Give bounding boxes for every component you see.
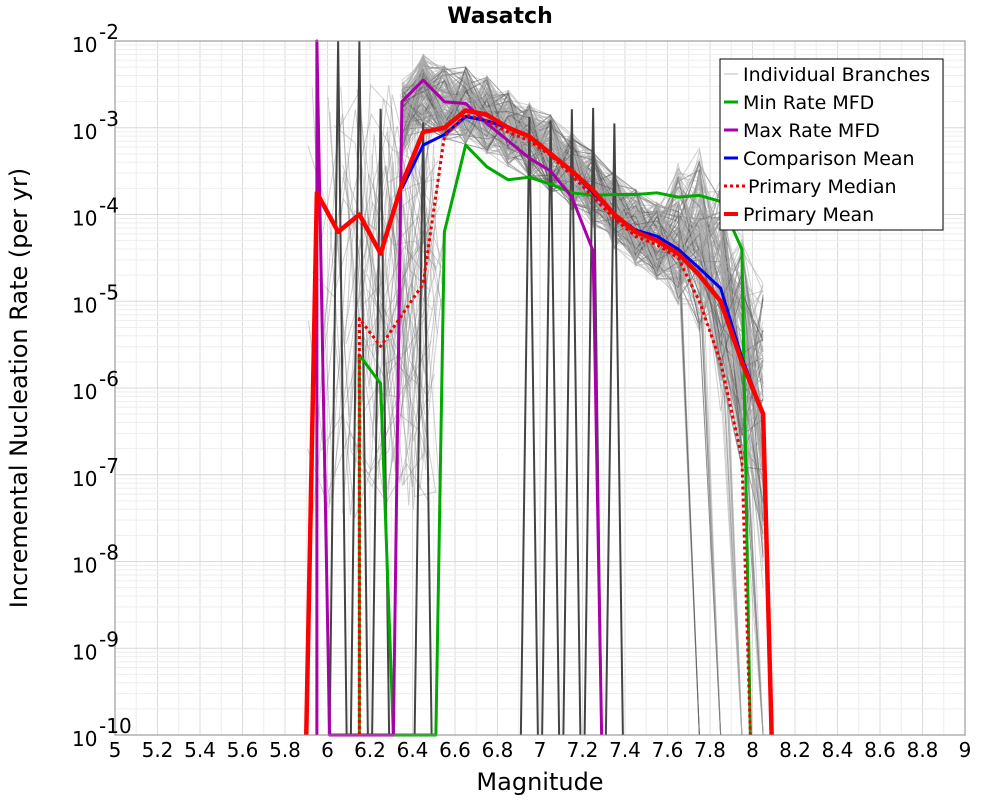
y-tick-label: 10	[72, 293, 97, 317]
y-tick-exponent: -5	[99, 280, 119, 304]
x-tick-label: 8	[746, 738, 759, 762]
branch-spike	[519, 117, 539, 736]
branch-line	[372, 113, 438, 335]
y-tick-exponent: -2	[99, 20, 119, 44]
x-tick-label: 6.6	[439, 738, 471, 762]
legend-label-comparison-mean: Comparison Mean	[743, 148, 915, 170]
y-tick-label: 10	[72, 207, 97, 231]
branch-line	[356, 89, 443, 483]
chart-title: Wasatch	[447, 4, 553, 29]
y-tick-label: 10	[72, 640, 97, 664]
x-tick-label: 6.8	[482, 738, 514, 762]
branch-line	[364, 165, 430, 387]
branch-line	[320, 313, 428, 452]
x-tick-label: 8.2	[779, 738, 811, 762]
branch-spike	[604, 123, 624, 736]
y-tick-label: 10	[72, 727, 97, 751]
branch-line	[401, 87, 764, 423]
y-tick-exponent: -4	[99, 194, 119, 218]
branch-line	[385, 462, 429, 505]
legend-label-max-rate: Max Rate MFD	[743, 120, 880, 142]
y-tick-exponent: -6	[99, 367, 119, 391]
y-axis-title: Incremental Nucleation Rate (per yr)	[5, 168, 33, 608]
legend: Individual Branches Min Rate MFD Max Rat…	[719, 58, 944, 231]
branch-line	[322, 131, 430, 481]
x-tick-label: 5.6	[227, 738, 259, 762]
y-tick-exponent: -8	[99, 541, 119, 565]
branch-spike	[413, 122, 433, 736]
x-tick-label: 5.2	[142, 738, 174, 762]
x-tick-label: 7.8	[694, 738, 726, 762]
legend-label-primary-mean: Primary Mean	[743, 204, 874, 226]
legend-box	[719, 58, 944, 231]
x-tick-label: 6.2	[354, 738, 386, 762]
plot-frame	[114, 40, 966, 736]
x-tick-label: 8.6	[864, 738, 896, 762]
x-tick-label: 6.4	[397, 738, 429, 762]
branch-line	[401, 66, 764, 533]
branch-line	[345, 84, 432, 344]
branch-line	[378, 240, 443, 519]
branch-line	[384, 207, 428, 366]
y-tick-label: 10	[72, 554, 97, 578]
branch-line	[386, 104, 431, 506]
x-tick-label: 5.4	[184, 738, 216, 762]
branch-line	[382, 146, 426, 432]
x-tick-label: 5	[109, 738, 122, 762]
legend-label-primary-median: Primary Median	[748, 176, 897, 198]
branch-line	[333, 114, 441, 485]
series-line-primary-mean	[304, 108, 774, 736]
y-tick-label: 10	[72, 120, 97, 144]
y-tick-label: 10	[72, 467, 97, 491]
branch-line	[316, 89, 425, 437]
y-tick-label: 10	[72, 33, 97, 57]
branch-line	[369, 144, 435, 488]
branch-line	[381, 205, 426, 423]
legend-label-min-rate: Min Rate MFD	[743, 92, 874, 114]
branch-line	[327, 94, 436, 492]
branch-line	[327, 83, 435, 442]
x-tick-label: 7.6	[652, 738, 684, 762]
branch-line	[377, 172, 442, 454]
x-tick-label: 8.4	[822, 738, 854, 762]
x-tick-label: 7	[534, 738, 547, 762]
y-tick-exponent: -7	[99, 454, 119, 478]
y-tick-exponent: -10	[99, 714, 132, 738]
y-tick-exponent: -3	[99, 107, 119, 131]
branch-line	[373, 160, 439, 356]
branch-line	[401, 85, 764, 460]
branch-line	[352, 133, 439, 451]
branch-line	[361, 245, 427, 357]
x-tick-labels: 5 5.2 5.4 5.6 5.8 6 6.2 6.4 6.6 6.8 7 7.2 7.4 7.6 7.8 8…	[109, 738, 972, 762]
branch-line	[401, 73, 764, 364]
x-tick-label: 8.8	[907, 738, 939, 762]
branch-line	[340, 87, 427, 470]
branch-line	[394, 138, 438, 472]
branch-line	[400, 189, 444, 319]
branch-line	[361, 181, 426, 486]
y-tick-exponent: -9	[99, 627, 119, 651]
branch-line	[377, 87, 443, 480]
branch-line	[333, 87, 441, 337]
branch-line	[308, 200, 437, 505]
branch-line	[380, 334, 425, 487]
branch-spike	[562, 109, 582, 736]
x-tick-label: 5.8	[269, 738, 301, 762]
plot-grid	[114, 41, 966, 736]
branch-spike	[541, 120, 561, 736]
x-tick-label: 9	[959, 738, 972, 762]
y-tick-label: 10	[72, 380, 97, 404]
x-tick-label: 7.4	[609, 738, 641, 762]
legend-label-individual-branches: Individual Branches	[743, 64, 930, 86]
x-tick-label: 6	[321, 738, 334, 762]
x-tick-label: 7.2	[567, 738, 599, 762]
x-axis-title: Magnitude	[476, 768, 603, 796]
